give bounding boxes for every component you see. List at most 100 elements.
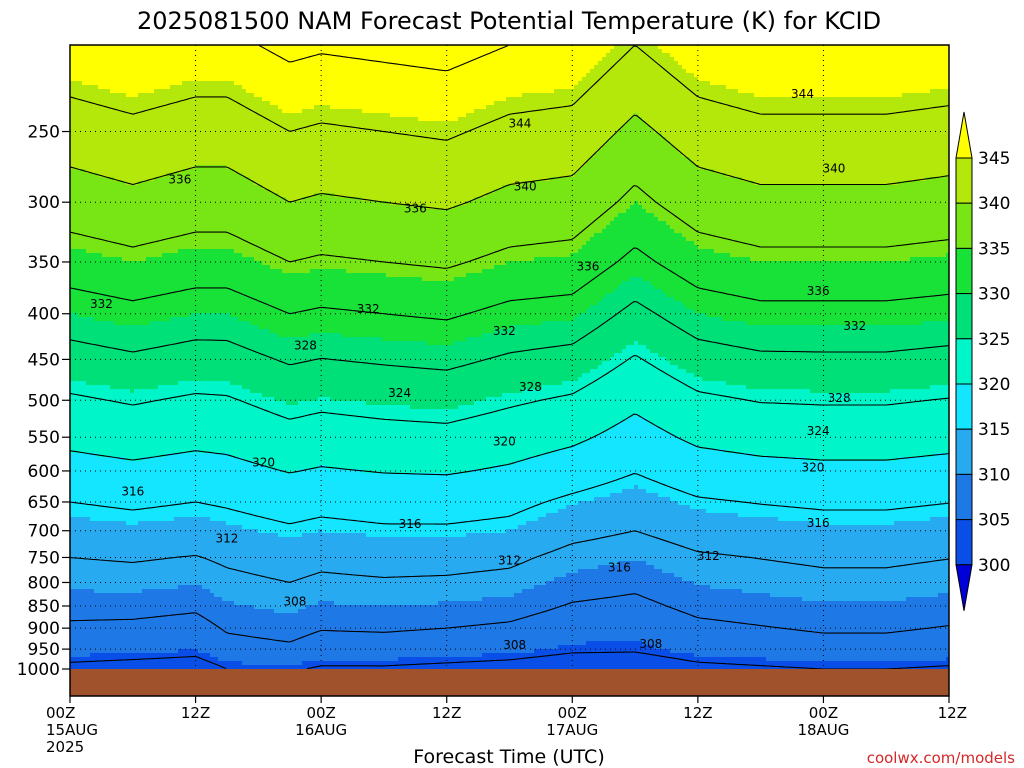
contour-label-text: 328 [294, 338, 317, 352]
contour-label: 332 [357, 302, 380, 316]
plot-frame [69, 44, 950, 697]
contour-340 [70, 114, 949, 211]
contour-label-text: 308 [639, 637, 662, 651]
x-tick-label: 12Z [181, 704, 210, 722]
colorbar-swatch [955, 338, 973, 385]
y-tick-label: 400 [28, 305, 60, 325]
x-tick-label: 15AUG [46, 721, 98, 739]
contour-328 [70, 301, 949, 371]
contour-label: 344 [509, 117, 532, 131]
contour-labels: 344 344 340 340 336 336 336 336 332 332 332 332 328 3… [90, 87, 866, 652]
contour-label-text: 332 [90, 297, 113, 311]
y-tick-label: 1000 [17, 660, 60, 680]
colorbar-tick-label: 300 [978, 556, 1010, 576]
contour-344 [70, 45, 949, 141]
y-tick-label: 500 [28, 391, 60, 411]
pressure-axis: 2503003504004505005506006507007508008509… [17, 123, 70, 680]
contour-label: 332 [90, 297, 113, 311]
contour-label: 332 [493, 324, 516, 338]
contour-label-text: 336 [404, 202, 427, 216]
contour-label: 308 [503, 638, 526, 652]
contour-label-text: 332 [843, 319, 866, 333]
contour-348 [258, 45, 886, 72]
contour-label: 320 [493, 434, 516, 448]
y-tick-label: 550 [28, 428, 60, 448]
contour-label-text: 312 [216, 531, 239, 545]
contour-label: 320 [252, 455, 275, 469]
contour-label: 340 [514, 179, 537, 193]
y-tick-label: 900 [28, 619, 60, 639]
contour-label: 312 [498, 554, 521, 568]
colorbar-swatch [955, 293, 973, 340]
colorbar-under-arrow [955, 564, 973, 611]
credit-text: coolwx.com/models [867, 749, 1015, 767]
x-tick-label: 17AUG [546, 721, 598, 739]
contour-label-text: 324 [388, 386, 411, 400]
contour-label: 328 [519, 380, 542, 394]
contour-label-text: 316 [807, 516, 830, 530]
contour-label: 328 [828, 391, 851, 405]
colorbar-swatch [955, 202, 973, 249]
contour-312 [70, 530, 949, 583]
contour-label: 316 [121, 485, 144, 499]
grid-lines [70, 45, 949, 669]
contour-label: 312 [216, 531, 239, 545]
colorbar-swatch [955, 428, 973, 475]
x-tick-label: 12Z [938, 704, 967, 722]
contour-label-text: 336 [807, 284, 830, 298]
ground-below-surface [70, 669, 949, 696]
contour-316 [70, 473, 949, 525]
contour-332 [70, 247, 949, 321]
contour-label-text: 316 [399, 517, 422, 531]
x-tick-label: 16AUG [295, 721, 347, 739]
x-tick-label: 2025 [46, 738, 84, 756]
contour-label: 324 [807, 424, 830, 438]
contour-label-text: 344 [791, 87, 814, 101]
y-tick-label: 800 [28, 573, 60, 593]
colorbar-swatch [955, 157, 973, 204]
colorbar-tick-label: 305 [978, 511, 1010, 531]
contour-label-text: 344 [509, 117, 532, 131]
y-tick-label: 450 [28, 350, 60, 370]
colorbar-swatch [955, 519, 973, 566]
contour-label-text: 316 [121, 485, 144, 499]
y-tick-label: 850 [28, 597, 60, 617]
contour-304 [70, 651, 949, 669]
isentrope-contours [70, 45, 949, 669]
contour-label-text: 324 [807, 424, 830, 438]
contour-label: 336 [404, 202, 427, 216]
contour-label-text: 336 [577, 259, 600, 273]
contour-label-text: 312 [498, 554, 521, 568]
contour-label: 316 [399, 517, 422, 531]
contour-336 [70, 185, 949, 269]
colorbar-tick-label: 315 [978, 420, 1010, 440]
contour-label-text: 332 [357, 302, 380, 316]
y-tick-label: 600 [28, 462, 60, 482]
colorbar-tick-label: 320 [978, 375, 1010, 395]
contour-label: 312 [697, 549, 720, 563]
colorbar-swatch [955, 473, 973, 521]
contour-320 [70, 413, 949, 476]
y-tick-label: 700 [28, 522, 60, 542]
contour-label-text: 336 [168, 173, 191, 187]
contour-label: 308 [284, 594, 307, 608]
colorbar-tick-label: 345 [978, 149, 1010, 169]
x-tick-label: 18AUG [797, 721, 849, 739]
contour-label-text: 328 [519, 380, 542, 394]
x-tick-label: 00Z [46, 704, 75, 722]
y-tick-label: 650 [28, 493, 60, 513]
contour-label-text: 340 [514, 179, 537, 193]
contour-label: 336 [577, 259, 600, 273]
contour-label: 336 [807, 284, 830, 298]
x-tick-label: 00Z [558, 704, 587, 722]
colorbar-swatch [955, 383, 973, 430]
potential-temperature-field [70, 45, 949, 669]
colorbar-over-arrow [955, 111, 973, 159]
contour-label: 308 [639, 637, 662, 651]
y-tick-label: 950 [28, 640, 60, 660]
x-tick-label: 00Z [306, 704, 335, 722]
x-tick-label: 12Z [683, 704, 712, 722]
x-tick-label: 12Z [432, 704, 461, 722]
